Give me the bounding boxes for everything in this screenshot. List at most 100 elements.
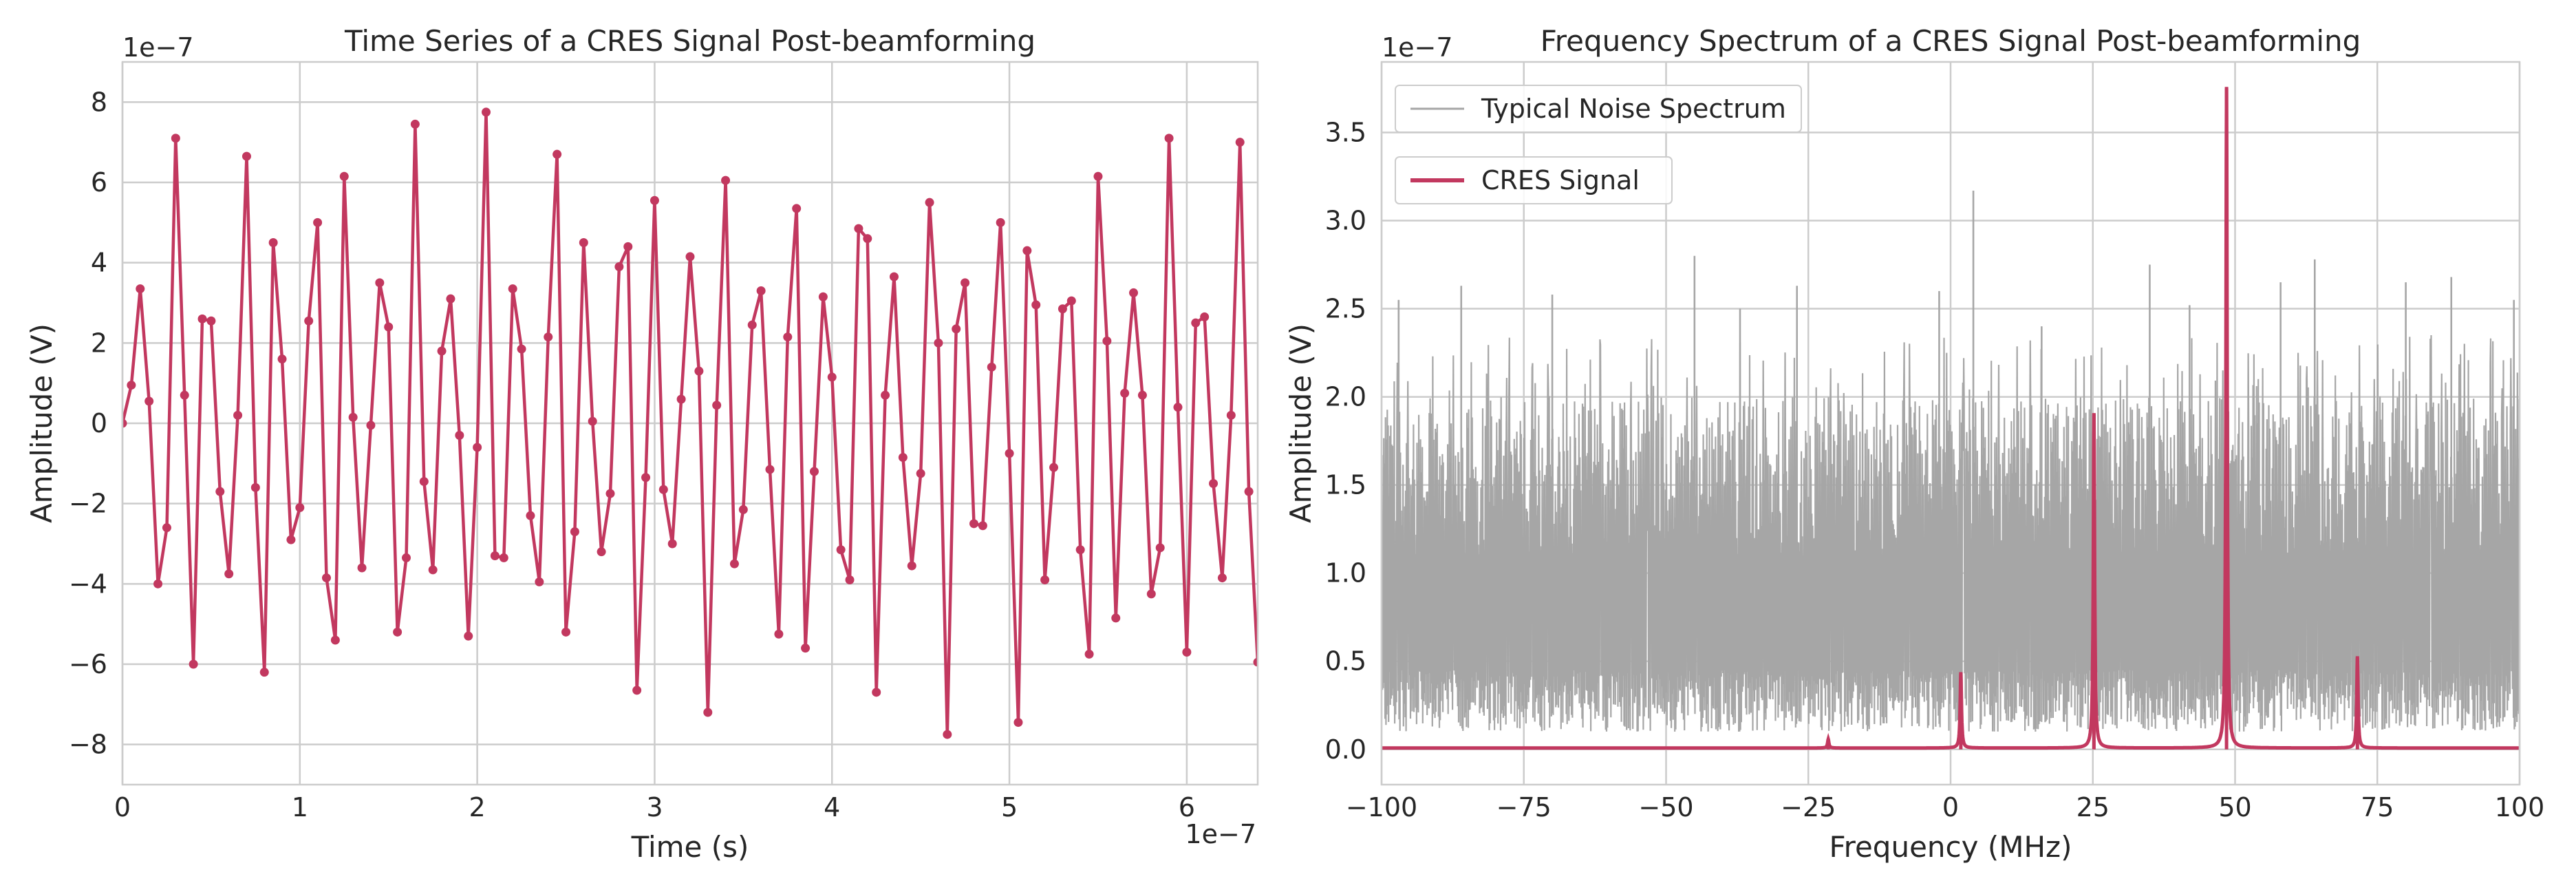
time-series-point	[215, 487, 225, 496]
y-tick-label: 2.0	[1325, 382, 1366, 412]
time-series-point	[1209, 479, 1219, 488]
time-series-point	[632, 686, 642, 695]
time-series-point	[508, 284, 517, 294]
time-series-point	[765, 465, 775, 474]
noise-spectrum-line	[1382, 334, 2520, 732]
time-series-point	[250, 482, 260, 492]
time-series-x-offset-label: 1e−7	[1185, 819, 1256, 849]
time-series-point	[943, 730, 952, 739]
time-series-point	[570, 527, 579, 536]
time-series-point	[1013, 718, 1023, 728]
time-series-point	[1155, 543, 1165, 553]
time-series-point	[561, 627, 571, 637]
x-tick-label: 0	[114, 792, 131, 822]
time-series-point	[1102, 336, 1112, 346]
frequency-spectrum-y-axis-label: Amplitude (V)	[1284, 323, 1318, 523]
time-series-point	[960, 278, 970, 288]
y-tick-label: 0.0	[1325, 734, 1366, 765]
time-series-point	[605, 489, 615, 498]
y-tick-label: −6	[69, 649, 107, 679]
time-series-x-axis-label: Time (s)	[631, 830, 749, 864]
x-tick-label: −75	[1496, 792, 1552, 822]
y-tick-label: 6	[91, 167, 107, 198]
x-tick-label: 100	[2495, 792, 2545, 822]
time-series-point	[969, 519, 978, 529]
time-series-point	[1191, 318, 1201, 328]
time-series-series	[122, 107, 1258, 739]
time-series-point	[233, 410, 243, 420]
time-series-point	[428, 565, 438, 575]
x-tick-label: 2	[469, 792, 486, 822]
time-series-y-offset-label: 1e−7	[122, 32, 194, 63]
time-series-point	[535, 577, 544, 586]
time-series-point	[473, 443, 482, 452]
time-series-point	[490, 551, 500, 560]
time-series-point	[224, 569, 234, 579]
time-series-point	[153, 579, 163, 588]
time-series-point	[934, 338, 943, 348]
y-tick-label: 1.5	[1325, 470, 1366, 500]
time-series-point	[1173, 403, 1183, 412]
time-series-point	[144, 396, 154, 406]
time-series-point	[180, 390, 189, 400]
time-series-point	[1253, 657, 1258, 667]
time-series-point	[774, 629, 784, 639]
time-series-point	[197, 314, 207, 323]
time-series-point	[809, 467, 819, 476]
time-series-point	[268, 238, 278, 247]
time-series-point	[464, 631, 473, 641]
time-series-point	[712, 401, 722, 410]
time-series-point	[482, 107, 491, 117]
time-series-point	[357, 563, 367, 573]
time-series-point	[286, 535, 296, 544]
time-series-point	[667, 539, 677, 549]
time-series-point	[1084, 649, 1094, 659]
x-tick-label: 5	[1001, 792, 1018, 822]
x-tick-label: 0	[1942, 792, 1959, 822]
x-tick-label: 25	[2076, 792, 2110, 822]
legend-noise-box	[1395, 85, 1802, 133]
time-series-point	[1120, 388, 1130, 398]
time-series-point	[756, 286, 766, 295]
time-series-point	[579, 238, 588, 247]
time-series-point	[676, 394, 686, 404]
time-series-point	[1066, 296, 1076, 306]
time-series-point	[694, 366, 704, 376]
x-tick-label: 75	[2361, 792, 2394, 822]
frequency-spectrum-x-axis-label: Frequency (MHz)	[1829, 830, 2072, 864]
time-series-point	[136, 284, 145, 294]
frequency-spectrum-axes-frame	[1380, 61, 2521, 786]
time-series-point	[996, 217, 1005, 227]
time-series-plot-area	[122, 107, 1258, 739]
frequency-spectrum-y-offset-label: 1e−7	[1382, 32, 1453, 63]
time-series-point	[348, 412, 358, 422]
time-series-point	[321, 573, 331, 583]
x-tick-label: 50	[2218, 792, 2251, 822]
time-series-point	[925, 198, 934, 207]
frequency-spectrum-chart: −100 −75 −50 −25 0 25 50 75 100 0.0 0.5 1.0 1.5 2.0 2.…	[1284, 24, 2544, 864]
time-series-point	[898, 453, 908, 463]
time-series-point	[437, 346, 447, 356]
y-tick-label: 3.5	[1325, 117, 1366, 147]
x-tick-label: 6	[1179, 792, 1195, 822]
time-series-point	[366, 421, 376, 430]
time-series-point	[738, 505, 748, 514]
y-tick-label: −4	[69, 569, 107, 599]
time-series-point	[419, 477, 429, 487]
time-series-point	[1040, 575, 1050, 584]
time-series-point	[304, 316, 314, 326]
time-series-point	[1244, 487, 1254, 496]
time-series-point	[1137, 390, 1147, 400]
time-series-point	[313, 217, 323, 227]
time-series-point	[889, 272, 899, 282]
time-series-point	[1217, 573, 1227, 583]
time-series-point	[623, 242, 633, 251]
time-series-point	[1235, 138, 1245, 147]
time-series-point	[685, 252, 695, 262]
time-series-point	[1031, 300, 1041, 310]
time-series-ticks: 0 1 2 3 4 5 6 −8 −6 −4 −2 0 2 4 6 8	[69, 87, 1195, 822]
y-tick-label: −8	[69, 730, 107, 760]
time-series-point	[544, 332, 553, 342]
legend-noise-spectrum: Typical Noise Spectrum	[1395, 85, 1802, 133]
